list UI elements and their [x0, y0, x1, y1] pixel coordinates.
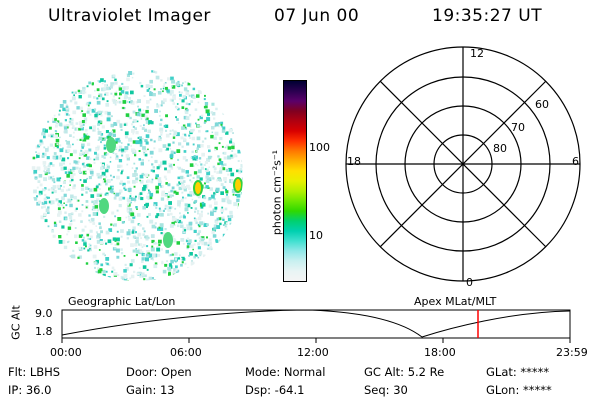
info-mode: Mode: Normal: [245, 365, 326, 379]
info-dsp: Dsp: -64.1: [245, 383, 305, 397]
y-tick-9: 9.0: [35, 307, 53, 320]
polar-label-6: 6: [572, 155, 579, 168]
polar-ring-60: 60: [535, 98, 549, 111]
info-gc-alt: GC Alt: 5.2 Re: [364, 365, 445, 379]
x-tick-0600: 06:00: [170, 346, 202, 359]
polar-label-18: 18: [347, 155, 361, 168]
x-tick-1200: 12:00: [297, 346, 329, 359]
apex-label: Apex MLat/MLT: [414, 295, 497, 308]
geographic-label: Geographic Lat/Lon: [68, 295, 176, 308]
time-label: 19:35:27 UT: [432, 6, 543, 26]
colorbar: [283, 80, 307, 282]
polar-ring-80: 80: [493, 142, 507, 155]
polar-label-0: 0: [466, 276, 473, 289]
y-tick-1-8: 1.8: [35, 325, 53, 338]
polar-label-12: 12: [470, 47, 484, 60]
info-glat: GLat: *****: [486, 365, 550, 379]
colorbar-tick-10: 10: [309, 229, 323, 242]
info-seq: Seq: 30: [364, 383, 408, 397]
polar-ring-70: 70: [511, 121, 525, 134]
info-glon: GLon: *****: [486, 383, 552, 397]
x-tick-1800: 18:00: [424, 346, 456, 359]
info-ip: IP: 36.0: [8, 383, 52, 397]
date-label: 07 Jun 00: [274, 6, 360, 26]
info-gain: Gain: 13: [126, 383, 175, 397]
colorbar-tick-100: 100: [309, 141, 330, 154]
info-filter: Flt: LBHS: [8, 365, 61, 379]
info-door: Door: Open: [126, 365, 192, 379]
x-tick-2359: 23:59: [556, 346, 588, 359]
app-title: Ultraviolet Imager: [48, 6, 211, 26]
x-tick-0000: 00:00: [50, 346, 82, 359]
